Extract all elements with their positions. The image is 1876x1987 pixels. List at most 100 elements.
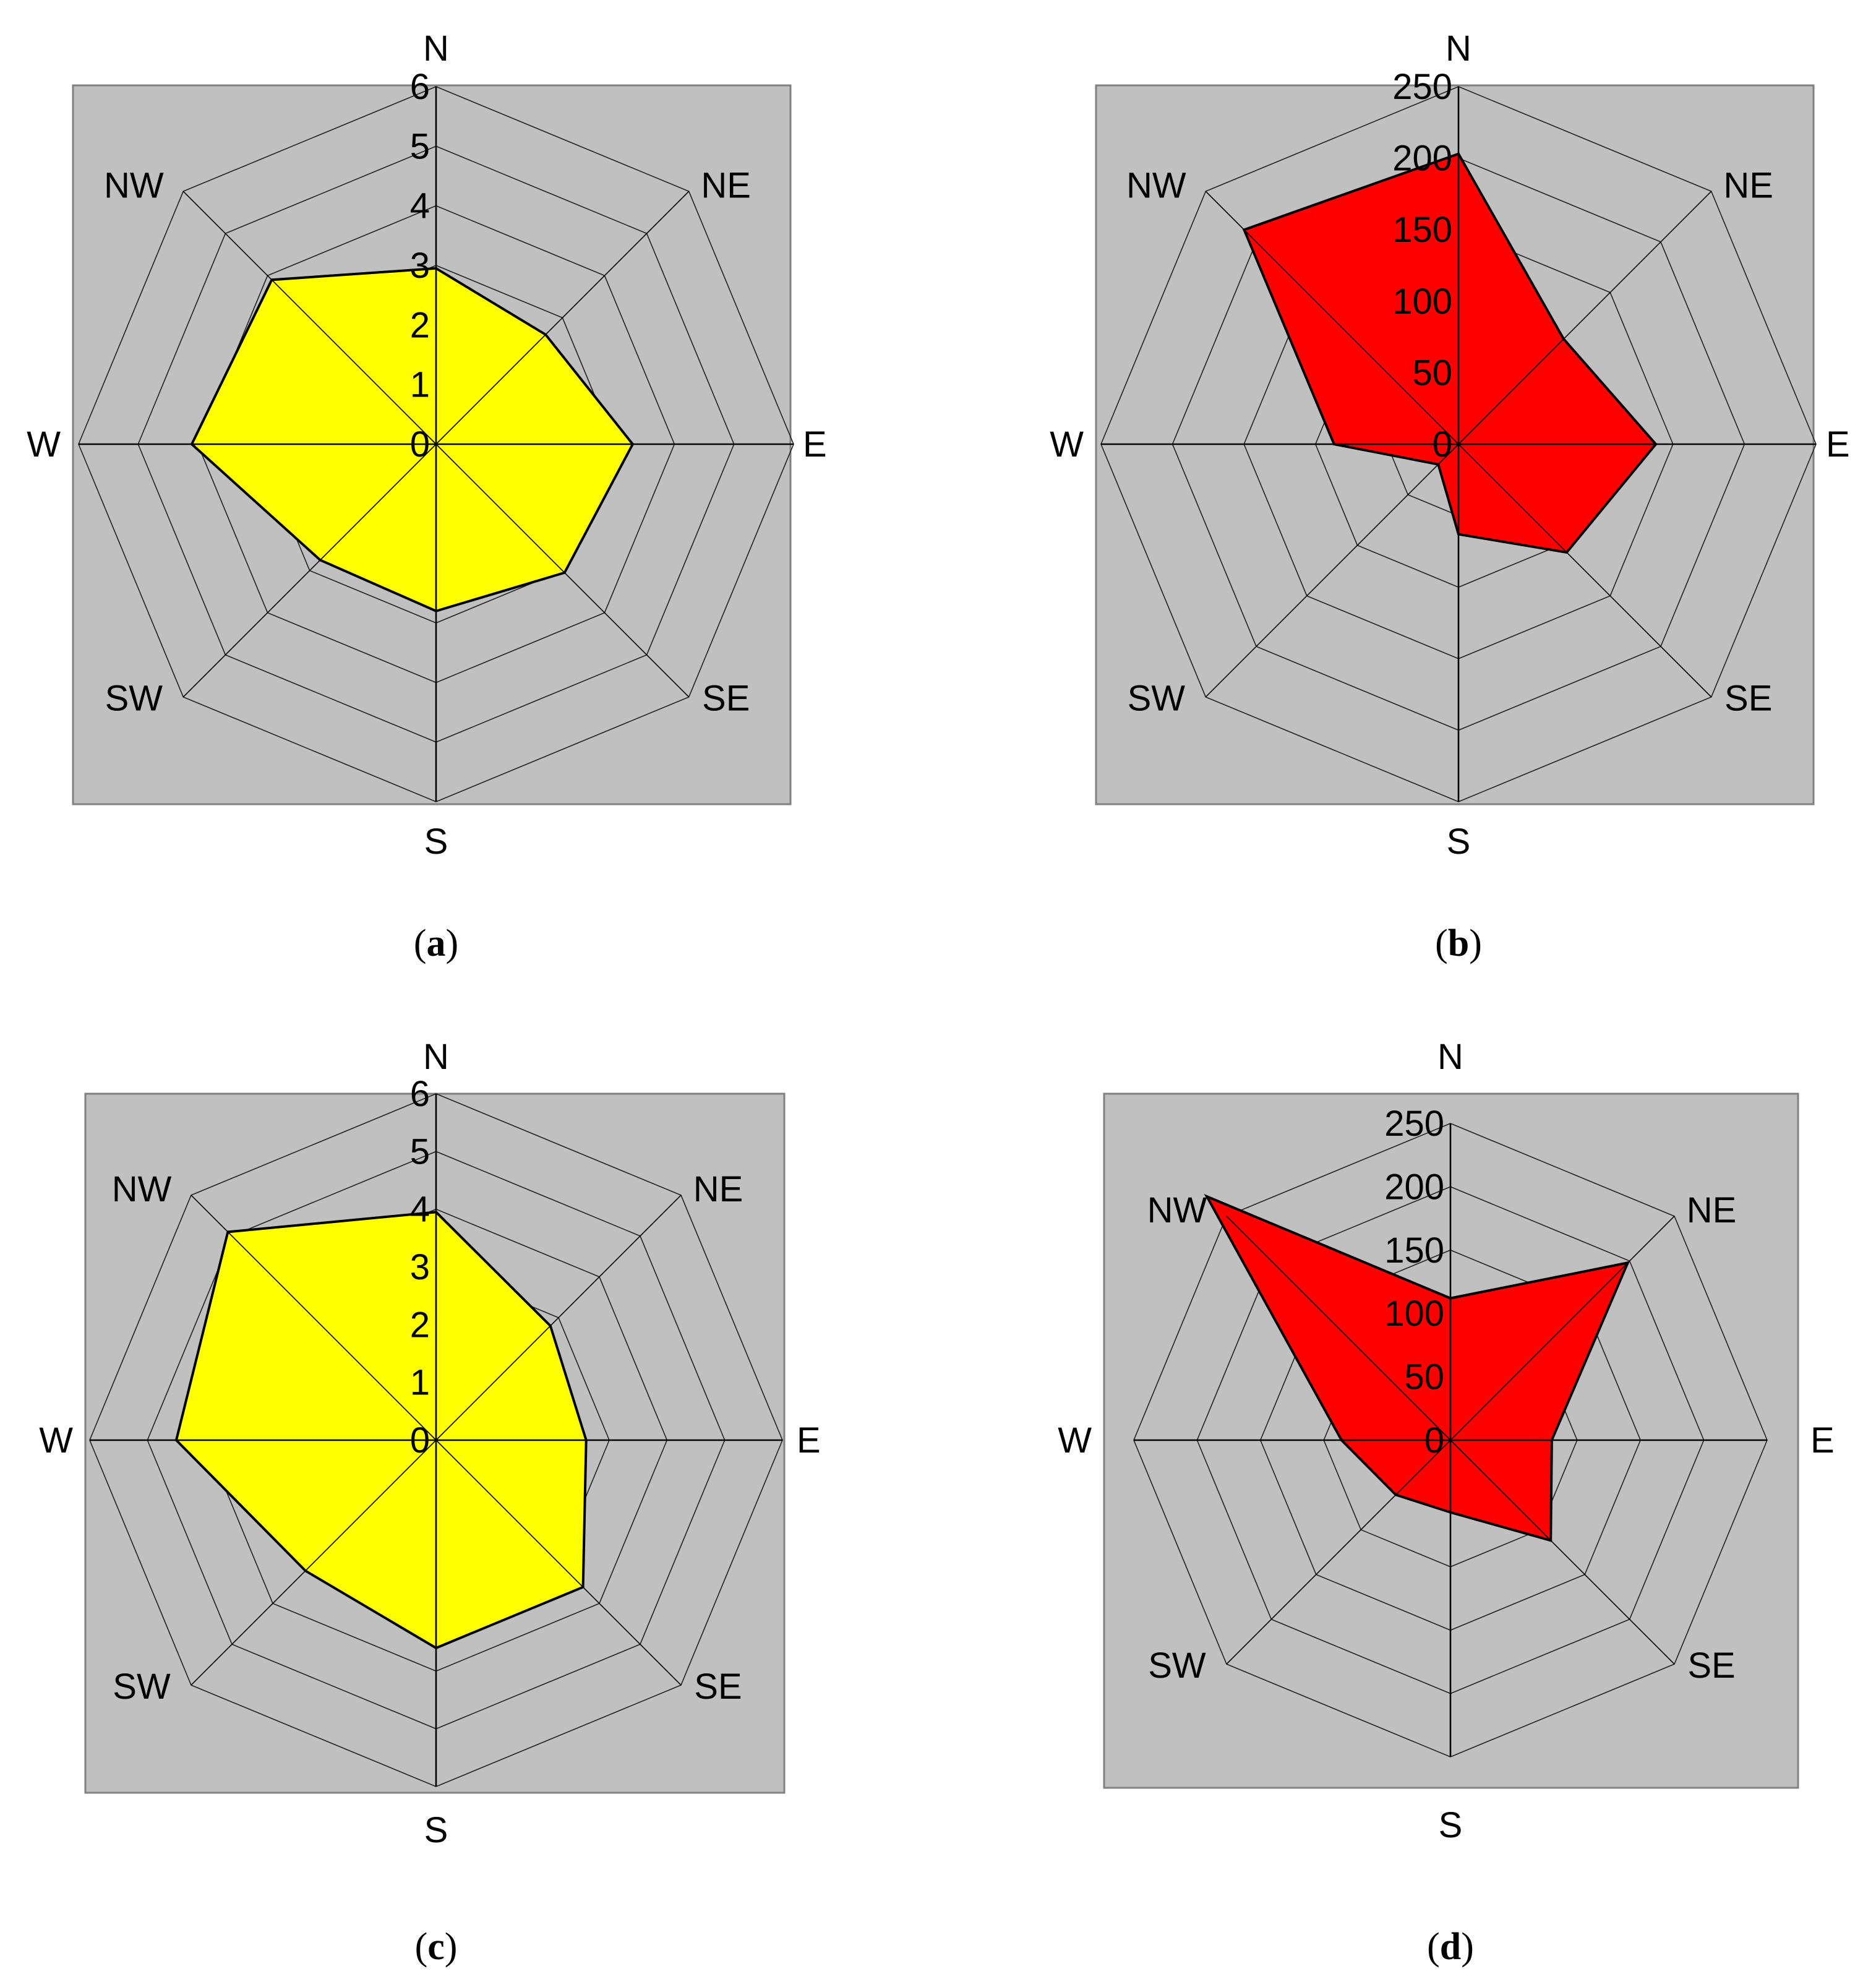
tick-label: 250 <box>1384 1104 1444 1144</box>
tick-label: 200 <box>1392 139 1452 179</box>
direction-label-se: SE <box>1724 679 1772 719</box>
data-point-n <box>1449 1297 1452 1300</box>
direction-label-s: S <box>424 822 448 862</box>
spoke-sw <box>191 1440 437 1686</box>
tick-label: 0 <box>410 1420 430 1461</box>
tick-label: 6 <box>410 1074 430 1114</box>
data-point-n <box>1457 152 1460 155</box>
data-point-sw <box>1394 1493 1397 1496</box>
panel-caption: (c) <box>415 1926 458 1968</box>
direction-label-e: E <box>1826 424 1850 465</box>
spoke-nw <box>1205 191 1459 445</box>
direction-label-s: S <box>1447 822 1471 862</box>
direction-label-sw: SW <box>105 679 163 719</box>
radar-chart-d: 0 50 100 150 200 250 N NE E SE S SW W NW (d) <box>1058 1037 1834 1968</box>
data-point-nw <box>1243 228 1246 231</box>
data-point-sw <box>319 559 322 562</box>
data-point-ne <box>549 1324 552 1328</box>
direction-label-n: N <box>423 1037 449 1077</box>
direction-label-ne: NE <box>701 165 751 205</box>
panel-caption: (d) <box>1427 1926 1474 1968</box>
data-point-se <box>1549 1539 1553 1542</box>
direction-label-w: W <box>27 424 61 465</box>
direction-label-ne: NE <box>693 1169 743 1209</box>
data-point-w <box>175 1439 178 1441</box>
panel-caption: (b) <box>1435 922 1482 964</box>
spoke-nw <box>1226 1216 1451 1441</box>
direction-label-nw: NW <box>112 1169 172 1209</box>
direction-label-e: E <box>1810 1420 1835 1461</box>
spoke-sw <box>182 444 437 698</box>
direction-label-s: S <box>424 1810 448 1850</box>
tick-label: 3 <box>410 246 430 286</box>
direction-label-sw: SW <box>1128 679 1186 719</box>
radar-chart-a: 0 1 2 3 4 5 6N NE E SE S SW W NW (a) <box>27 28 826 964</box>
data-point-nw <box>270 278 273 281</box>
spoke-nw <box>191 1195 437 1441</box>
data-point-nw <box>226 1230 229 1234</box>
direction-label-ne: NE <box>1687 1190 1737 1230</box>
direction-label-e: E <box>797 1420 821 1461</box>
data-point-w <box>1332 443 1335 445</box>
data-point-s <box>435 609 437 612</box>
tick-label: 100 <box>1384 1294 1444 1334</box>
spoke-ne <box>435 191 690 445</box>
data-point-s <box>1457 533 1460 536</box>
spoke-se <box>435 444 690 698</box>
tick-label: 100 <box>1392 281 1452 322</box>
data-point-ne <box>1626 1261 1629 1264</box>
tick-label: 150 <box>1384 1230 1444 1271</box>
tick-label: 5 <box>410 126 430 166</box>
data-point-e <box>585 1439 588 1441</box>
data-point-sw <box>304 1569 307 1573</box>
data-point-n <box>435 1211 437 1214</box>
tick-label: 1 <box>410 1363 430 1403</box>
spoke-se <box>1450 1440 1675 1665</box>
spoke-sw <box>1226 1440 1451 1665</box>
data-point-ne <box>1562 337 1565 340</box>
direction-label-w: W <box>1058 1420 1092 1461</box>
data-point-e <box>1550 1439 1553 1441</box>
direction-label-e: E <box>803 424 827 465</box>
tick-label: 200 <box>1384 1167 1444 1207</box>
spoke-ne <box>1450 1216 1675 1441</box>
data-point-sw <box>1437 463 1440 466</box>
data-point-nw <box>1206 1195 1209 1198</box>
tick-label: 50 <box>1412 353 1452 393</box>
spoke-ne <box>1458 191 1712 445</box>
direction-label-nw: NW <box>104 165 164 205</box>
tick-label: 3 <box>410 1247 430 1287</box>
spoke-se <box>1458 444 1712 698</box>
data-point-e <box>1655 443 1658 445</box>
direction-label-w: W <box>39 1420 73 1461</box>
data-point-s <box>435 1647 437 1649</box>
direction-label-sw: SW <box>113 1667 171 1707</box>
data-point-w <box>1340 1439 1343 1441</box>
direction-label-n: N <box>423 28 449 69</box>
tick-label: 5 <box>410 1131 430 1172</box>
direction-label-se: SE <box>1687 1646 1735 1686</box>
tick-label: 0 <box>410 424 430 465</box>
tick-label: 0 <box>1424 1420 1444 1461</box>
data-point-se <box>563 571 566 574</box>
spoke-ne <box>435 1195 682 1441</box>
data-point-ne <box>544 333 547 336</box>
spoke-se <box>435 1440 682 1686</box>
panel-caption: (a) <box>414 922 458 964</box>
direction-label-n: N <box>1437 1037 1463 1077</box>
data-point-s <box>1449 1511 1452 1514</box>
tick-label: 1 <box>410 365 430 405</box>
tick-label: 0 <box>1433 424 1452 465</box>
direction-label-n: N <box>1446 28 1471 69</box>
tick-label: 2 <box>410 305 430 345</box>
data-point-e <box>631 443 634 445</box>
data-point-se <box>1565 551 1568 554</box>
tick-label: 250 <box>1392 67 1452 107</box>
spoke-nw <box>182 191 437 445</box>
direction-label-s: S <box>1439 1805 1463 1845</box>
direction-label-se: SE <box>702 679 750 719</box>
tick-label: 150 <box>1392 210 1452 250</box>
tick-label: 4 <box>410 1190 430 1230</box>
